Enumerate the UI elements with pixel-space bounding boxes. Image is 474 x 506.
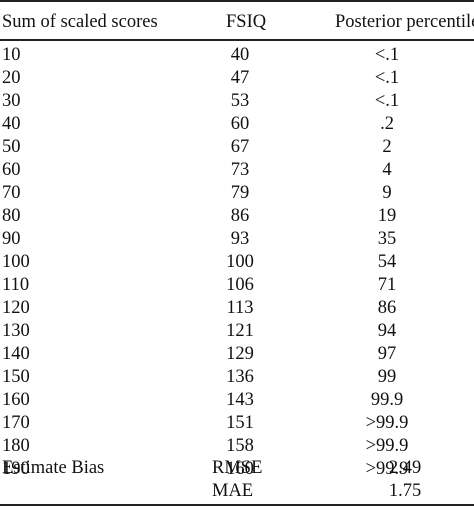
footer-row-mae: MAE 1.75 [0, 480, 474, 503]
fsiq-cell: 158 [226, 436, 254, 456]
header-fsiq: FSIQ [226, 12, 267, 32]
fsiq-cell: 53 [230, 91, 250, 111]
score-cell: 40 [2, 114, 21, 134]
posterior-percentile-cell: 86 [377, 298, 397, 318]
score-cell: 60 [2, 160, 21, 180]
table-row: 30 53 <.1 [0, 90, 474, 113]
rmse-value: 2.49 [388, 458, 422, 478]
table-row: 100 100 54 [0, 251, 474, 274]
footer-row-rmse: Estimate Bias RMSE 2.49 [0, 457, 474, 480]
posterior-percentile-cell: 97 [377, 344, 397, 364]
fsiq-cell: 129 [226, 344, 254, 364]
posterior-percentile-cell: 4 [382, 160, 392, 180]
mae-value: 1.75 [388, 481, 422, 501]
posterior-percentile-cell: >99.9 [365, 459, 409, 479]
rmse-label: RMSE [212, 458, 263, 478]
score-cell: 120 [2, 298, 30, 318]
table-row: 170 151 >99.9 [0, 412, 474, 435]
score-cell: 50 [2, 137, 21, 157]
score-cell: 170 [2, 413, 30, 433]
score-cell: 80 [2, 206, 21, 226]
fsiq-cell: 79 [230, 183, 250, 203]
posterior-percentile-cell: >99.9 [365, 436, 409, 456]
posterior-percentile-cell: 2 [382, 137, 392, 157]
score-cell: 160 [2, 390, 30, 410]
score-cell: 190 [2, 459, 30, 479]
posterior-percentile-cell: <.1 [374, 45, 400, 65]
table-row: 160 143 99.9 [0, 389, 474, 412]
posterior-percentile-cell: >99.9 [365, 413, 409, 433]
table-row: 40 60 .2 [0, 113, 474, 136]
fsiq-cell: 143 [226, 390, 254, 410]
fsiq-cell: 106 [226, 275, 254, 295]
fsiq-cell: 60 [230, 114, 250, 134]
fsiq-cell: 86 [230, 206, 250, 226]
header-sum-of-scaled-scores: Sum of scaled scores [2, 12, 158, 32]
score-cell: 150 [2, 367, 30, 387]
posterior-percentile-cell: 94 [377, 321, 397, 341]
score-cell: 90 [2, 229, 21, 249]
score-cell: 30 [2, 91, 21, 111]
top-rule [0, 0, 474, 2]
score-cell: 20 [2, 68, 21, 88]
table-row: 50 67 2 [0, 136, 474, 159]
fsiq-cell: 40 [230, 45, 250, 65]
score-cell: 140 [2, 344, 30, 364]
posterior-percentile-cell: 35 [377, 229, 397, 249]
table-row: 130 121 94 [0, 320, 474, 343]
fsiq-cell: 136 [226, 367, 254, 387]
fsiq-cell: 121 [226, 321, 254, 341]
table-row: 120 113 86 [0, 297, 474, 320]
fsiq-cell: 73 [230, 160, 250, 180]
fsiq-cell: 160 [226, 459, 254, 479]
score-cell: 70 [2, 183, 21, 203]
score-cell: 130 [2, 321, 30, 341]
posterior-percentile-cell: 54 [377, 252, 397, 272]
fsiq-cell: 113 [226, 298, 254, 318]
mae-label: MAE [212, 481, 254, 501]
table-row: 150 136 99 [0, 366, 474, 389]
posterior-percentile-cell: 19 [377, 206, 397, 226]
posterior-percentile-cell: 99 [377, 367, 397, 387]
fsiq-cell: 67 [230, 137, 250, 157]
table-body: 10 40 <.1 20 47 <.1 30 53 <.1 40 60.2 50 67 2 60 73 4 70 7… [0, 44, 474, 481]
posterior-percentile-cell: 9 [382, 183, 392, 203]
table-row: 20 47 <.1 [0, 67, 474, 90]
header-posterior-percentile: Posterior percentile [335, 12, 474, 32]
fsiq-cell: 93 [230, 229, 250, 249]
fsiq-cell: 47 [230, 68, 250, 88]
posterior-percentile-cell: <.1 [374, 91, 400, 111]
posterior-percentile-cell: 99.9 [370, 390, 404, 410]
table-row: 10 40 <.1 [0, 44, 474, 67]
bottom-rule [0, 504, 474, 506]
table-row: 190 160 >99.9 [0, 458, 474, 481]
posterior-percentile-cell: 71 [377, 275, 397, 295]
estimate-bias-label: Estimate Bias [2, 458, 105, 478]
table-row: 60 73 4 [0, 159, 474, 182]
table-row: 80 86 19 [0, 205, 474, 228]
posterior-percentile-cell: .2 [380, 114, 394, 134]
score-cell: 100 [2, 252, 30, 272]
posterior-percentile-cell: <.1 [374, 68, 400, 88]
table-row: 70 79 9 [0, 182, 474, 205]
score-cell: 180 [2, 436, 30, 456]
header-rule [0, 39, 474, 41]
table-row: 110 106 71 [0, 274, 474, 297]
fsiq-cell: 100 [226, 252, 254, 272]
table-footer: Estimate Bias RMSE 2.49 MAE 1.75 [0, 457, 474, 503]
fsiq-cell: 151 [226, 413, 254, 433]
score-cell: 10 [2, 45, 21, 65]
table-row: 180 158 >99.9 [0, 435, 474, 458]
score-cell: 110 [2, 275, 30, 295]
table-row: 90 93 35 [0, 228, 474, 251]
table-row: 140 129 97 [0, 343, 474, 366]
